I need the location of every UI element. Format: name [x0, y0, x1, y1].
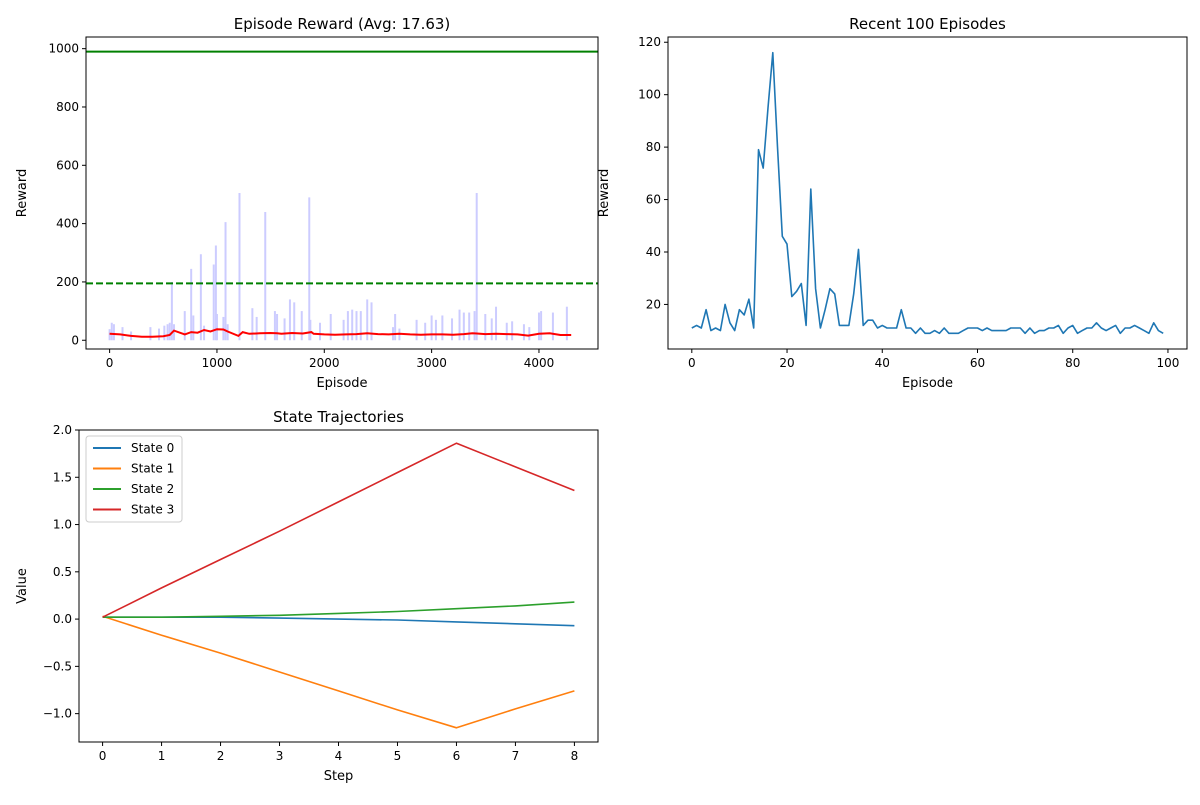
legend-label-0: State 0 — [131, 441, 174, 455]
chart-title: Episode Reward (Avg: 17.63) — [234, 15, 451, 33]
series-line-2 — [102, 601, 575, 619]
x-tick-label: 100 — [1157, 356, 1180, 370]
plot-area — [102, 442, 575, 729]
chart-state_trajectories: 0 1 2 3 4 5 6 7 8 −1.0 −0.5 0.0 0.5 1.0 1.5 2.0 State Tr… — [15, 408, 599, 784]
legend: State 0 State 1 State 2 State 3 — [85, 435, 183, 523]
y-tick-label: −1.0 — [43, 707, 72, 721]
x-axis-label: Episode — [902, 376, 953, 391]
series-line-3 — [102, 442, 575, 618]
y-tick-label: 1.0 — [53, 518, 72, 532]
legend-label-3: State 3 — [131, 503, 174, 517]
plot-area — [691, 51, 1164, 335]
chart-title: State Trajectories — [273, 408, 404, 426]
legend-label-1: State 1 — [131, 462, 174, 476]
y-tick-label: 0.5 — [53, 565, 72, 579]
plot-area — [86, 50, 598, 341]
chart-title: Recent 100 Episodes — [849, 15, 1006, 33]
x-tick-label: 0 — [99, 749, 107, 763]
series-line-0 — [691, 51, 1164, 335]
x-tick-label: 4000 — [524, 356, 555, 370]
y-tick-label: 800 — [56, 100, 79, 114]
x-tick-label: 6 — [453, 749, 461, 763]
series-line-0 — [102, 616, 575, 627]
y-tick-label: 20 — [646, 297, 661, 311]
x-tick-label: 40 — [875, 356, 890, 370]
x-tick-label: 2 — [217, 749, 225, 763]
x-axis-label: Step — [324, 769, 354, 784]
x-tick-label: 80 — [1065, 356, 1080, 370]
y-tick-label: 80 — [646, 140, 661, 154]
series-line-1 — [102, 615, 575, 729]
x-tick-label: 2000 — [309, 356, 340, 370]
x-tick-label: 1 — [158, 749, 166, 763]
moving-average-line — [109, 328, 572, 338]
chart-recent_100: 0 20 40 60 80 100 20 40 60 80 100 120 Recent 100 Epi… — [597, 15, 1188, 391]
y-tick-label: 40 — [646, 245, 661, 259]
y-tick-label: 0.0 — [53, 612, 72, 626]
y-tick-label: 2.0 — [53, 423, 72, 437]
x-tick-label: 0 — [106, 356, 114, 370]
y-tick-label: 400 — [56, 217, 79, 231]
x-tick-label: 60 — [970, 356, 985, 370]
y-axis-label: Reward — [597, 169, 612, 217]
y-tick-label: 1.5 — [53, 470, 72, 484]
x-tick-label: 5 — [394, 749, 402, 763]
y-tick-label: 0 — [71, 333, 79, 347]
x-tick-label: 3000 — [416, 356, 447, 370]
x-tick-label: 4 — [335, 749, 343, 763]
axes-frame — [85, 36, 599, 350]
axes-frame — [667, 36, 1188, 350]
y-tick-label: 60 — [646, 193, 661, 207]
y-tick-label: 100 — [638, 88, 661, 102]
y-axis-label: Reward — [15, 169, 30, 217]
x-tick-label: 3 — [276, 749, 284, 763]
y-tick-label: 1000 — [48, 42, 79, 56]
legend-box — [85, 435, 183, 523]
y-tick-label: 200 — [56, 275, 79, 289]
y-tick-label: 120 — [638, 35, 661, 49]
x-tick-label: 1000 — [202, 356, 233, 370]
y-tick-label: −0.5 — [43, 659, 72, 673]
y-axis-label: Value — [15, 568, 30, 604]
x-tick-label: 7 — [512, 749, 520, 763]
x-axis-label: Episode — [316, 376, 367, 391]
chart-episode_reward: 0 1000 2000 3000 4000 0 200 400 600 800 1000 Episod… — [15, 15, 599, 391]
y-tick-label: 600 — [56, 158, 79, 172]
x-tick-label: 0 — [688, 356, 696, 370]
legend-label-2: State 2 — [131, 482, 174, 496]
x-tick-label: 20 — [779, 356, 794, 370]
x-tick-label: 8 — [571, 749, 579, 763]
